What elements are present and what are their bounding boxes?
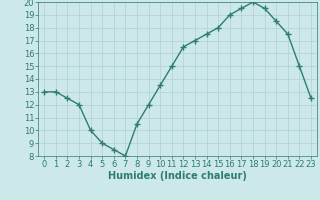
X-axis label: Humidex (Indice chaleur): Humidex (Indice chaleur) [108,171,247,181]
